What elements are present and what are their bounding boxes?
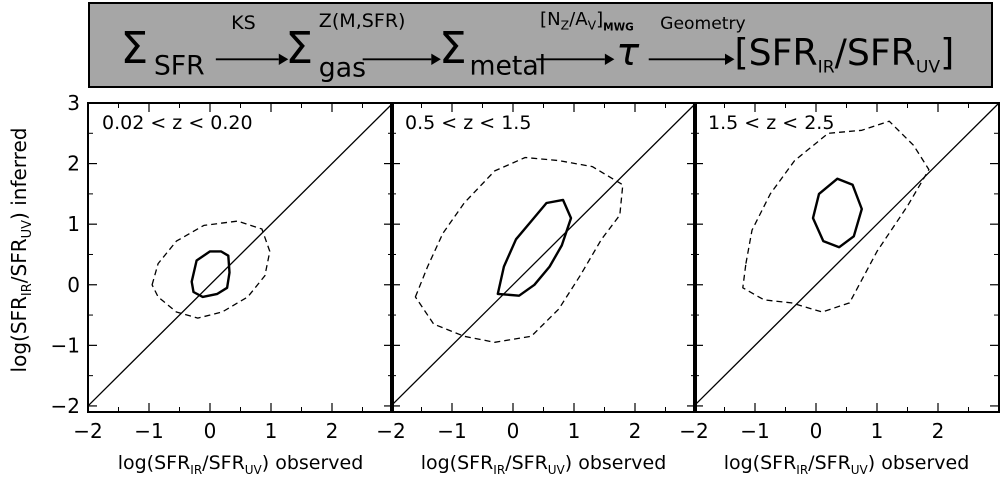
inner-contour-solid — [811, 177, 863, 249]
one-to-one-line — [87, 102, 394, 407]
x-tick-label: 0 — [507, 419, 520, 443]
x-tick-label: 2 — [629, 419, 642, 443]
x-tick-label: 2 — [326, 419, 339, 443]
sigma-symbol: Σ — [120, 23, 148, 74]
panel-3: −2 −1 0 1 2 1.5 < z < 2.5 log(SFRIR/SFRUV) obs… — [679, 102, 1000, 477]
arrowhead-1 — [278, 53, 289, 66]
x-tick-label: −1 — [740, 419, 769, 443]
x-tick-label: −2 — [73, 419, 102, 443]
sigma-symbol: Σ — [439, 23, 467, 74]
outer-contour-dashed — [414, 156, 624, 343]
y-tick-label: −2 — [51, 394, 80, 418]
x-tick-label: 0 — [810, 419, 823, 443]
redshift-range-label: 1.5 < z < 2.5 — [708, 112, 834, 134]
x-tick-label: 1 — [265, 419, 278, 443]
nz-av-label: [NZ/AV]MWG — [540, 9, 634, 34]
svg-text:log(SFRIR/SFRUV) inferred: log(SFRIR/SFRUV) inferred — [7, 128, 35, 373]
y-tick-label: −1 — [51, 333, 80, 357]
x-axis-label: log(SFRIR/SFRUV) observed — [118, 452, 364, 477]
inner-contour-solid — [496, 198, 573, 297]
inner-contour-solid — [190, 250, 231, 299]
y-tick-label: 3 — [67, 91, 80, 115]
sfr-subscript: SFR — [154, 51, 205, 82]
tau-symbol: τ — [616, 30, 640, 74]
x-tick-label: 0 — [204, 419, 217, 443]
x-tick-label: 1 — [871, 419, 884, 443]
ratio-term: [SFRIR/SFRUV] — [735, 31, 955, 78]
y-tick-label: 2 — [67, 152, 80, 176]
outer-contour-dashed — [151, 220, 271, 319]
contour-plot-figure: log(SFRIR/SFRUV) inferred −2 −1 0 1 2 −2 −1 0 1 2… — [7, 91, 1000, 477]
sigma-symbol: Σ — [285, 23, 313, 74]
arrowhead-2 — [431, 53, 441, 66]
x-tick-label: −1 — [437, 419, 466, 443]
metal-subscript: metal — [469, 51, 546, 82]
x-tick-label: −1 — [134, 419, 163, 443]
panel-1: −2 −1 0 1 2 −2 −1 0 1 2 3 0.02 < z < 0.20 log(SFRIR/… — [51, 91, 394, 477]
geometry-label: Geometry — [660, 14, 746, 34]
x-tick-label: 1 — [568, 419, 581, 443]
zmsfr-label: Z(M,SFR) — [319, 10, 406, 32]
redshift-range-label: 0.5 < z < 1.5 — [405, 112, 531, 134]
y-axis-label: log(SFRIR/SFRUV) inferred — [7, 128, 35, 373]
one-to-one-line — [390, 102, 697, 407]
x-axis-label: log(SFRIR/SFRUV) observed — [421, 452, 667, 477]
panel-2: −2 −1 0 1 2 0.5 < z < 1.5 log(SFRIR/SFRUV) obs… — [376, 102, 697, 477]
outer-contour-dashed — [742, 120, 930, 313]
x-tick-label: −2 — [679, 419, 708, 443]
one-to-one-line — [693, 102, 1000, 407]
redshift-range-label: 0.02 < z < 0.20 — [102, 112, 253, 134]
x-tick-label: −2 — [376, 419, 405, 443]
y-tick-label: 0 — [67, 273, 80, 297]
ks-label: KS — [231, 12, 256, 34]
y-tick-label: 1 — [67, 212, 80, 236]
formula-banner: Σ SFR KS Σ gas Z(M,SFR) Σ metal [NZ/AV]M… — [88, 2, 993, 88]
arrowhead-3 — [604, 53, 615, 66]
x-tick-label: 2 — [932, 419, 945, 443]
gas-subscript: gas — [319, 52, 366, 83]
arrowhead-4 — [725, 53, 735, 66]
x-axis-label: log(SFRIR/SFRUV) observed — [724, 452, 970, 477]
